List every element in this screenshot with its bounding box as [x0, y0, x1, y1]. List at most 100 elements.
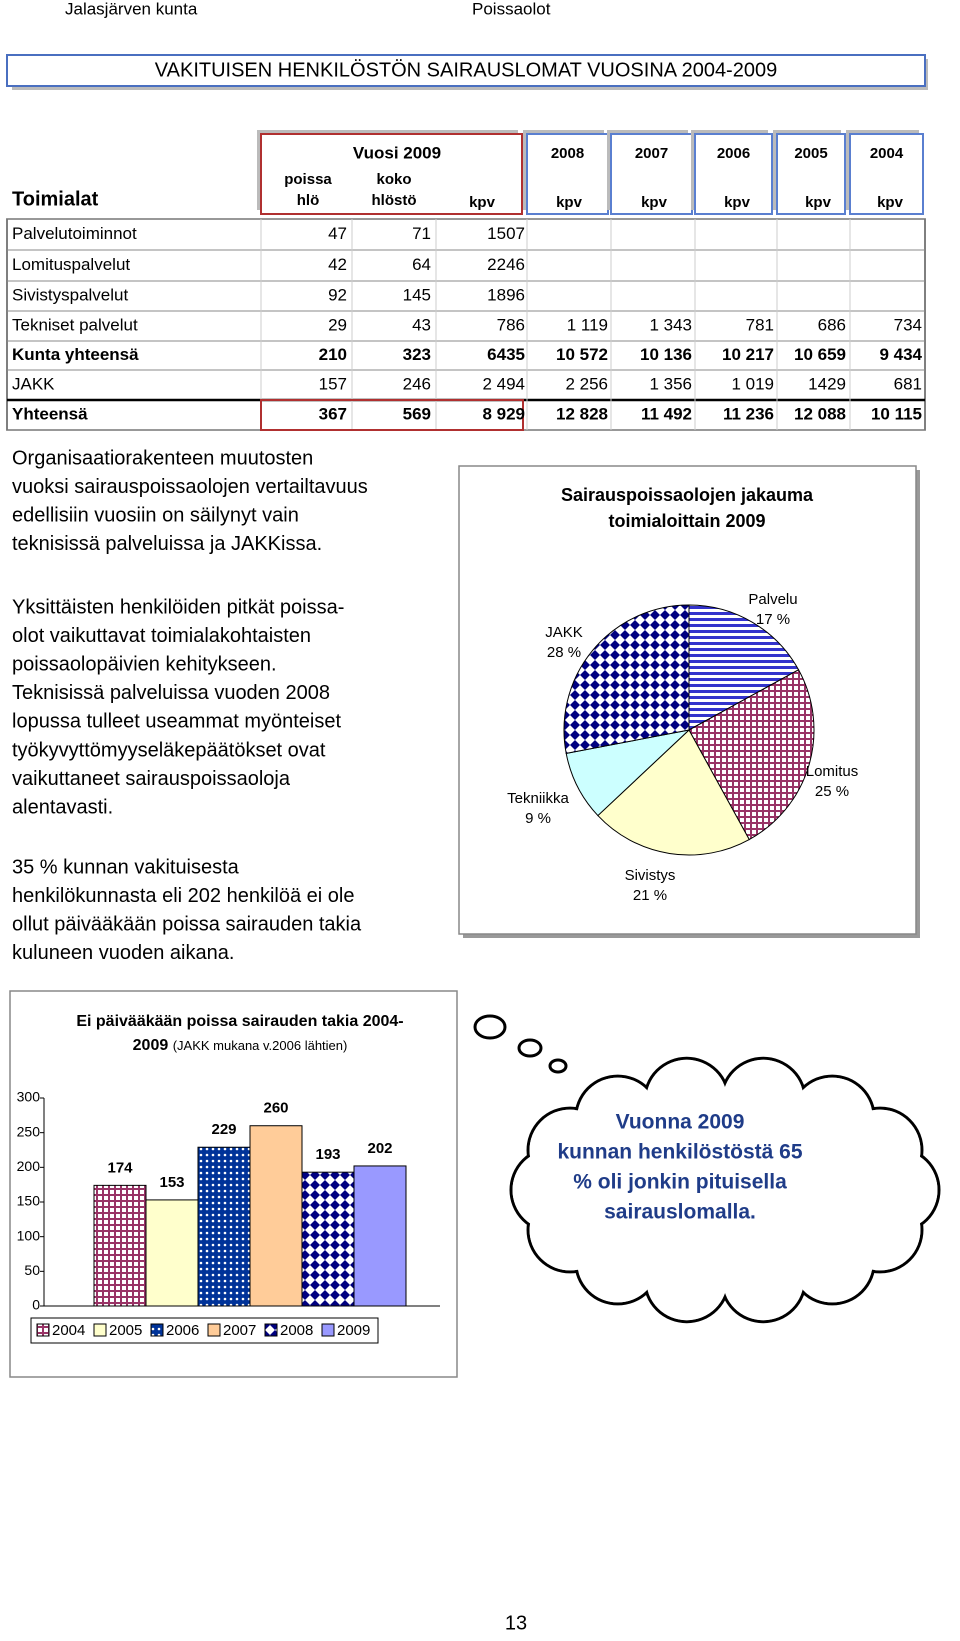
- callout-line: kunnan henkilöstöstä 65: [557, 1141, 802, 1164]
- legend-swatch: [264, 1323, 278, 1337]
- paragraph-line: olot vaikuttavat toimialakohtaisten: [12, 625, 311, 647]
- year-header: 2008: [551, 145, 584, 162]
- column-header: kpv: [641, 194, 668, 211]
- column-header: hlö: [297, 192, 320, 209]
- header-box: [694, 133, 773, 215]
- slice-value-label: 28 %: [547, 644, 581, 661]
- legend-label: 2005: [109, 1322, 142, 1339]
- table-cell: 157: [319, 374, 347, 393]
- table-cell: 64: [412, 255, 431, 274]
- row-label: Palvelutoiminnot: [12, 224, 137, 243]
- header-box: [776, 133, 846, 215]
- column-header: kpv: [805, 194, 832, 211]
- bar-value-label: 193: [315, 1146, 340, 1163]
- paragraph-line: poissaolopäivien kehitykseen.: [12, 653, 277, 675]
- total-row-box: [260, 399, 524, 431]
- paragraph-line: Yksittäisten henkilöiden pitkät poissa-: [12, 596, 344, 618]
- cloud-fill: [577, 1077, 659, 1159]
- paragraph-line: Teknisissä palveluissa vuoden 2008: [12, 682, 330, 704]
- paragraph-line: vaikuttaneet sairauspoissaoloja: [12, 768, 291, 790]
- bar-value-label: 153: [159, 1174, 184, 1191]
- column-header: kpv: [556, 194, 583, 211]
- table-cell: 10 115: [871, 404, 922, 423]
- header-box: [849, 133, 924, 215]
- y-tick-label: 200: [17, 1158, 41, 1174]
- table-cell: 42: [328, 255, 347, 274]
- slice-label: JAKK: [545, 624, 583, 641]
- table-cell: 10 217: [722, 345, 774, 364]
- year-header: 2007: [635, 145, 668, 162]
- paragraph-line: Organisaatiorakenteen muutosten: [12, 447, 313, 469]
- table-cell: 43: [412, 315, 431, 334]
- legend-swatch: [207, 1323, 221, 1337]
- chart-title-box: Sairauspoissaolojen jakauma toimialoitta…: [537, 482, 837, 534]
- table-cell: 569: [403, 404, 431, 423]
- legend-box: [30, 1317, 379, 1344]
- row-label: Tekniset palvelut: [12, 315, 138, 334]
- cloud-fill: [722, 1059, 804, 1141]
- paragraph-line: kuluneen vuoden aikana.: [12, 942, 234, 964]
- header-box: [260, 133, 523, 215]
- chart-title: Sairauspoissaolojen jakauma toimialoitta…: [537, 482, 837, 534]
- bar-value-label: 260: [263, 1100, 288, 1117]
- chart-title: Ei päivääkään poissa sairauden takia 200…: [60, 1010, 420, 1058]
- slice-value-label: 25 %: [815, 783, 849, 800]
- table-cell: 47: [328, 224, 347, 243]
- header-box: [610, 133, 693, 215]
- column-header: poissa: [284, 171, 332, 188]
- table-cell: 1 343: [649, 315, 692, 334]
- bar: [145, 1199, 199, 1307]
- slice-value-label: 17 %: [756, 611, 790, 628]
- slice-value-label: 21 %: [633, 887, 667, 904]
- callout-line: Vuonna 2009: [616, 1111, 745, 1134]
- table-cell: 1 019: [731, 374, 774, 393]
- column-header: hlöstö: [372, 192, 417, 209]
- cloud-fill: [791, 1221, 873, 1303]
- paragraph-line: vuoksi sairauspoissaolojen vertailtavuus: [12, 476, 368, 498]
- pie-slice: [688, 604, 800, 731]
- callout-line: sairauslomalla.: [604, 1201, 756, 1224]
- bar: [197, 1146, 251, 1307]
- table-cell: 1896: [487, 285, 525, 304]
- header-box: [526, 133, 609, 215]
- legend-swatch: [321, 1323, 335, 1337]
- thought-bubble: [517, 1038, 543, 1058]
- header-left: Jalasjärven kunta: [65, 0, 198, 18]
- table-cell: 11 236: [723, 404, 774, 423]
- table-cell: 92: [328, 285, 347, 304]
- table-cell: 323: [403, 345, 431, 364]
- table-cell: 8 929: [482, 404, 525, 423]
- group-label: Vuosi 2009: [353, 143, 441, 162]
- page-number: 13: [505, 1612, 527, 1634]
- table-cell: 2246: [487, 255, 525, 274]
- legend-label: 2007: [223, 1322, 256, 1339]
- table-cell: 246: [403, 374, 431, 393]
- year-header: 2004: [870, 145, 904, 162]
- paragraph-line: ollut päivääkään poissa sairauden takia: [12, 913, 362, 935]
- cloud-callout: [509, 1056, 941, 1324]
- paragraph-line: edellisiin vuosiin on säilynyt vain: [12, 504, 299, 526]
- column-header: koko: [376, 171, 411, 188]
- table-cell: 145: [403, 285, 431, 304]
- pie-slice: [597, 729, 750, 856]
- legend-label: 2008: [280, 1322, 313, 1339]
- bar: [249, 1125, 303, 1307]
- table-cell: 1 119: [567, 315, 608, 334]
- table-cell: 1507: [487, 224, 525, 243]
- table-cell: 10 659: [794, 345, 846, 364]
- table-cell: 210: [319, 345, 347, 364]
- cloud-fill: [646, 1059, 728, 1141]
- pie-slice: [563, 604, 690, 755]
- row-label: Sivistyspalvelut: [12, 285, 128, 304]
- thought-bubble: [548, 1058, 568, 1074]
- row-label: Kunta yhteensä: [12, 345, 139, 364]
- legend-swatch: [150, 1323, 164, 1337]
- table-cell: 12 828: [556, 404, 608, 423]
- paragraph-line: alentavasti.: [12, 796, 113, 818]
- legend-swatch: [36, 1323, 50, 1337]
- table-cell: 29: [328, 315, 347, 334]
- bar-value-label: 174: [107, 1159, 133, 1176]
- paragraph-line: henkilökunnasta eli 202 henkilöä ei ole: [12, 885, 354, 907]
- table-cell: 367: [319, 404, 347, 423]
